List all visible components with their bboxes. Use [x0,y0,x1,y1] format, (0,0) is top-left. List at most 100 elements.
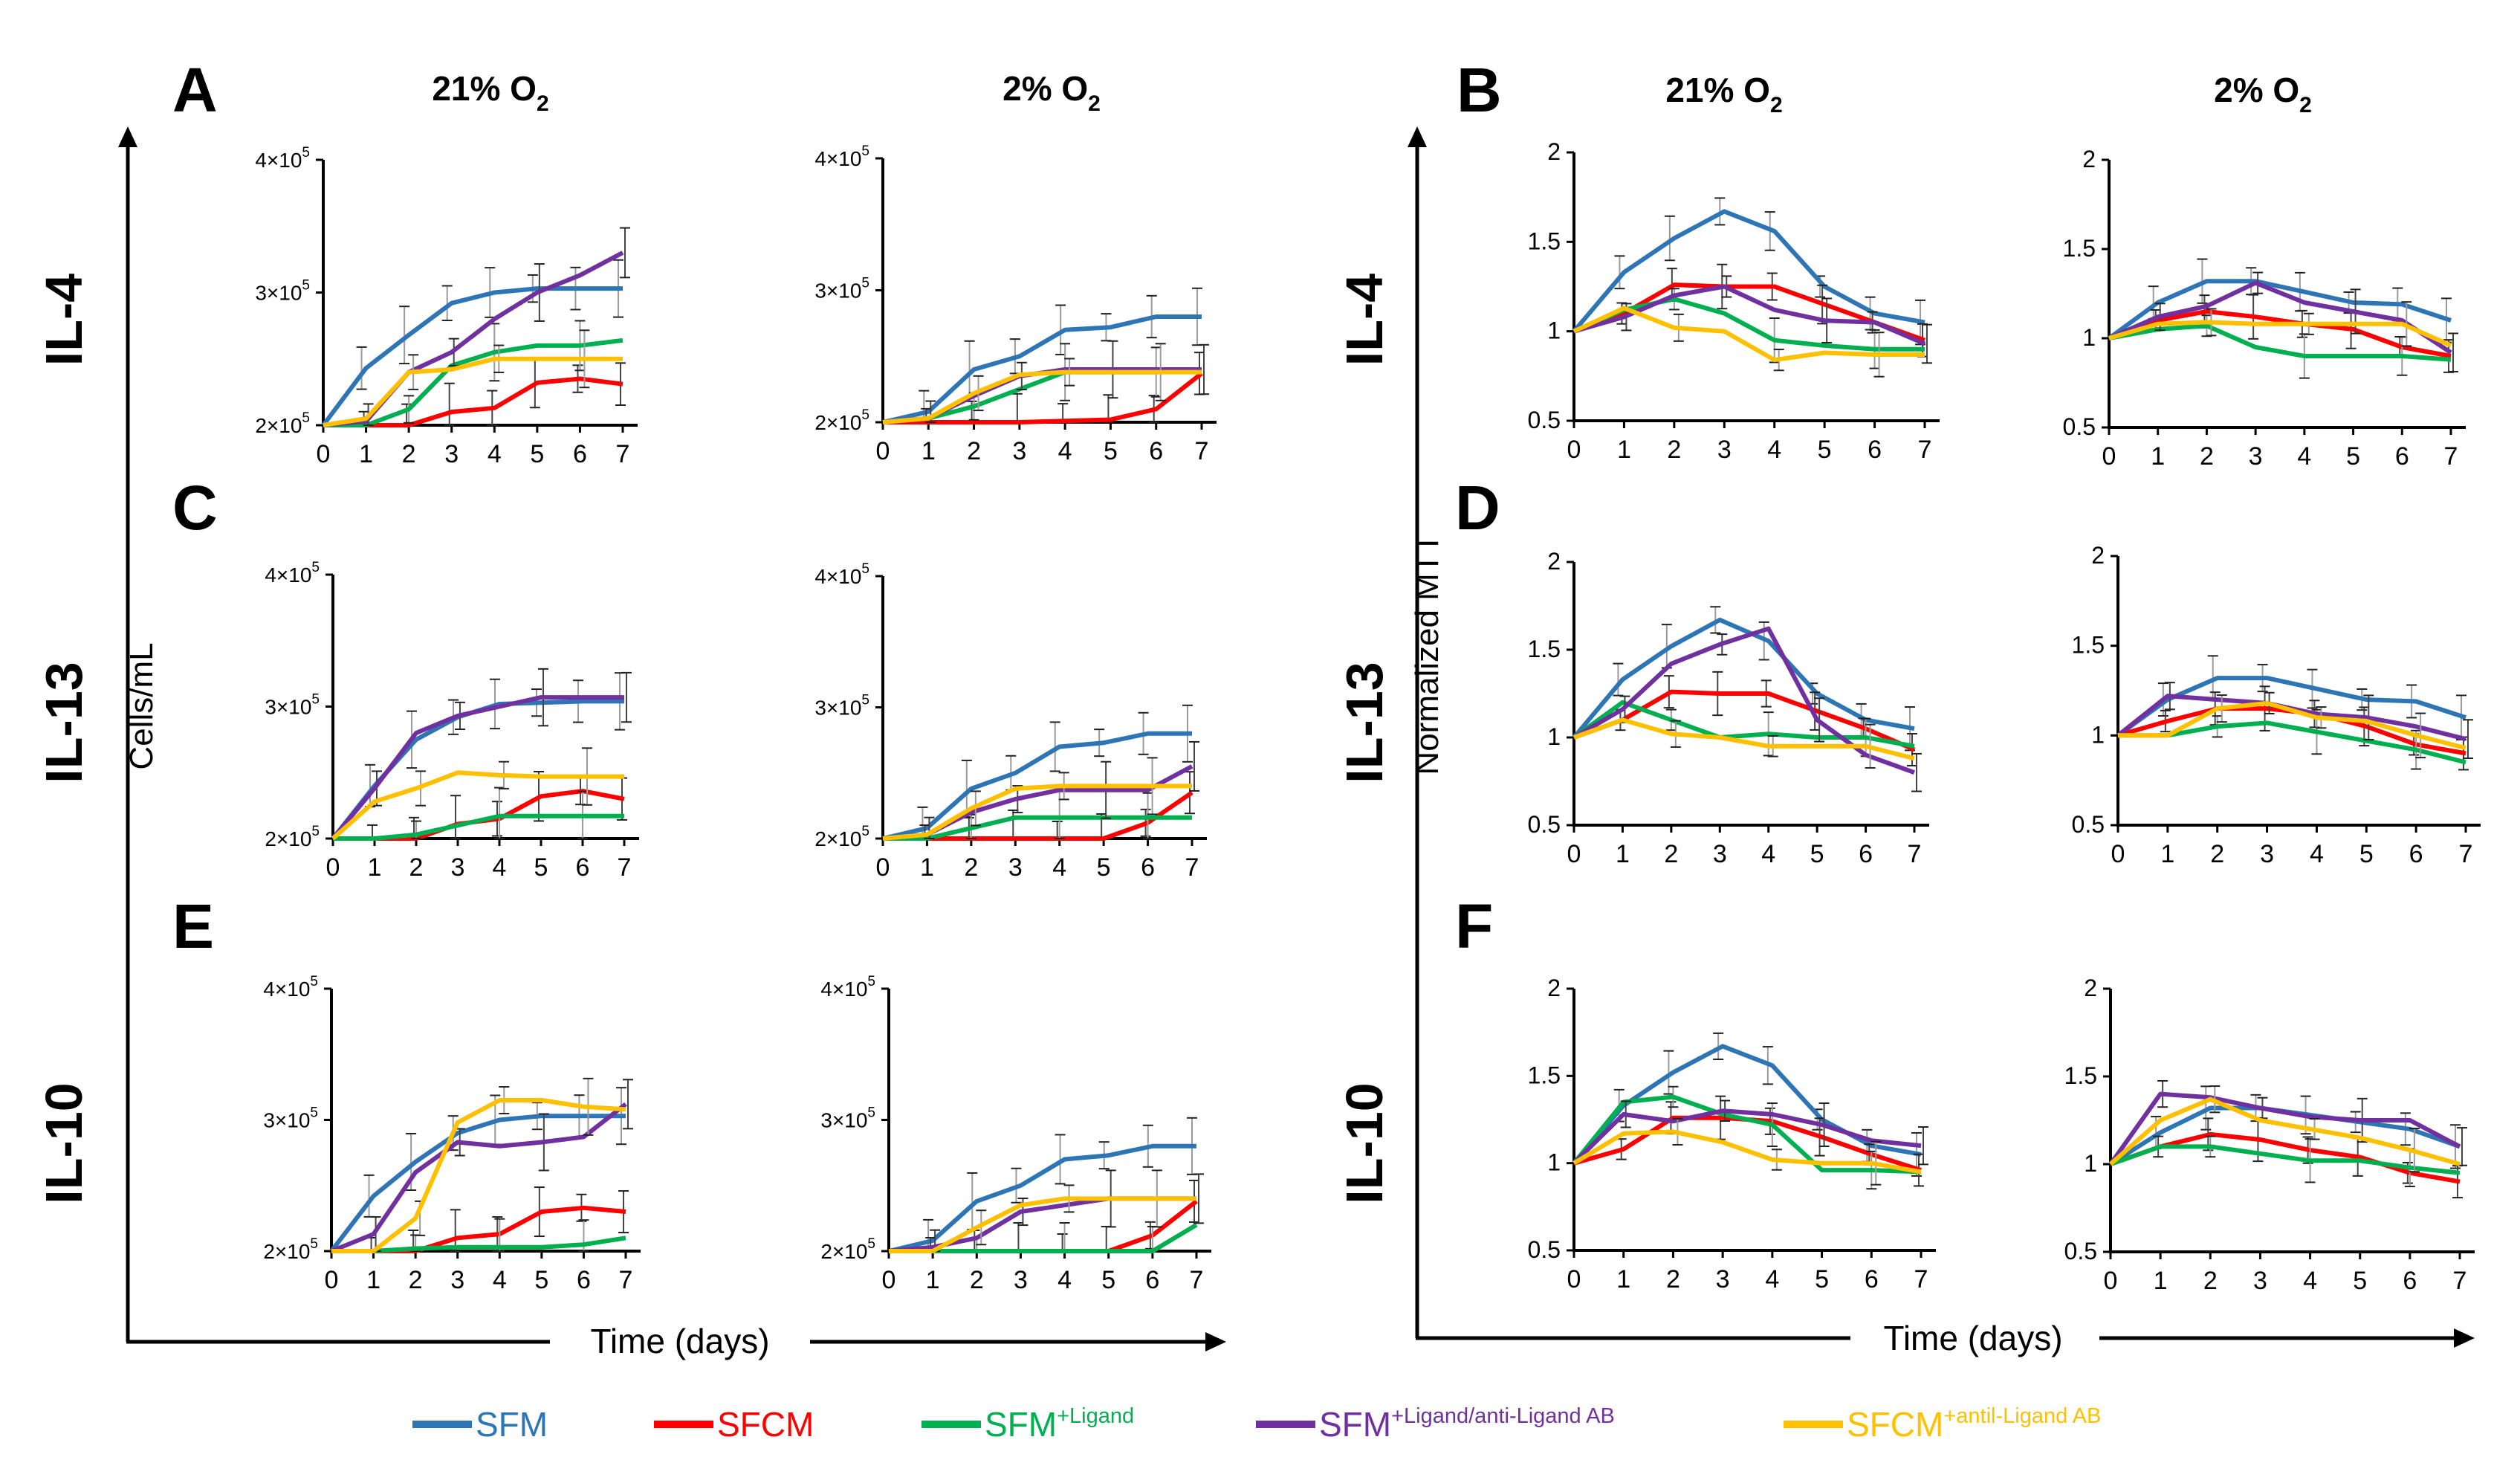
x-tick-label: 1 [2160,840,2174,868]
x-tick-label: 5 [2353,1267,2367,1295]
series-sfm-ligand-anti-ligand-ab [2108,1079,2467,1166]
y-tick-label: 2×105 [255,410,310,437]
y-tick-label: 3×105 [263,1105,318,1132]
y-tick-label: 1.5 [2064,1062,2097,1089]
series-sfm-ligand-anti-ligand-ab [330,1079,633,1253]
x-tick-label: 5 [534,1266,548,1294]
legend-item-sfm-ligand: SFM+Ligand [921,1404,1134,1444]
x-tick-label: 3 [444,440,459,468]
y-tick-label: 3×105 [255,278,310,305]
row-label-il-13: IL-13 [35,662,93,783]
y-tick-label: 0.5 [2072,811,2105,838]
y-tick-label: 1.5 [1528,1062,1561,1088]
y-tick-label: 1 [2091,721,2105,748]
x-tick-label: 0 [876,437,890,465]
x-axis-label-left: Time (days) [590,1322,769,1360]
series-sfcm-antil-ligand-ab [331,747,624,841]
y-tick-label: 1 [1547,1149,1561,1176]
x-tick-label: 5 [2346,442,2360,471]
x-tick-label: 7 [619,1266,633,1294]
x-tick-label: 6 [1141,853,1155,882]
y-tick-label: 2×105 [814,407,869,434]
y-tick-label: 1 [1547,317,1561,344]
series-sfm [1572,606,1915,752]
x-tick-label: 4 [1052,853,1066,882]
x-tick-label: 3 [2253,1267,2267,1295]
row-label-il-4: IL-4 [1335,274,1393,366]
series-sfcm-antil-ligand-ab [323,329,623,427]
line-sfcm-antil-ligand-ab [1572,306,1925,363]
x-tick-label: 5 [1815,1265,1829,1293]
series-sfcm-antil-ligand-ab [882,757,1192,841]
y-tick-label: 4×105 [820,974,875,1001]
row-label-il-13: IL-13 [1335,662,1393,783]
series-sfm-ligand-anti-ligand-ab [323,227,630,427]
x-tick-label: 2 [409,853,424,882]
x-tick-label: 6 [2403,1267,2417,1295]
chart-panel-f-2-o2: 0.5 1 1.5 2 0 1 2 3 4 5 6 7 [2064,975,2475,1295]
x-tick-label: 2 [1667,436,1681,464]
x-tick-label: 3 [2260,840,2274,868]
x-tick-label: 4 [2303,1267,2317,1295]
x-tick-label: 7 [1918,436,1932,464]
line-sfcm [883,371,1203,424]
line-sfm-ligand-anti-ligand-ab [330,1102,627,1253]
series-sfcm-antil-ligand-ab [2108,301,2452,348]
y-tick-label: 2 [1547,975,1561,1001]
x-tick-label: 2 [967,437,981,465]
line-sfm-ligand-anti-ligand-ab [2108,280,2452,355]
x-tick-label: 7 [2444,442,2458,471]
line-sfm-ligand [2118,720,2466,765]
line-sfcm-antil-ligand-ab [889,1196,1196,1253]
x-tick-label: 6 [1859,840,1873,868]
column-header-hypoxia: 2% O2 [1003,69,1101,116]
y-axis-label-right: Normalized MTT [1409,533,1445,775]
column-header-hypoxia: 2% O2 [2214,71,2312,117]
x-axis-label-right: Time (days) [1883,1319,2062,1357]
legend-label: SFM [476,1405,548,1444]
line-sfcm-antil-ligand-ab [2118,700,2466,751]
line-sfm [1572,209,1925,333]
y-tick-label: 0.5 [2064,1238,2097,1264]
series-sfcm-antil-ligand-ab [2118,694,2466,759]
x-tick-label: 6 [2395,442,2409,471]
series-sfm-ligand [333,786,624,841]
series-sfm [321,259,623,427]
chart-panel-e-21-o2: 2×105 3×105 4×105 0 1 2 3 4 5 6 7 [263,974,641,1294]
x-tick-label: 0 [1567,436,1581,464]
chart-panel-a-2-o2: 2×105 3×105 4×105 0 1 2 3 4 5 6 7 [814,143,1217,465]
x-tick-label: 2 [2203,1267,2218,1295]
x-tick-label: 1 [926,1266,940,1294]
x-tick-label: 7 [2459,840,2473,868]
chart-panel-e-2-o2: 2×105 3×105 4×105 0 1 2 3 4 5 6 7 [820,974,1211,1294]
x-tick-label: 7 [1914,1265,1928,1293]
y-tick-label: 2 [1547,548,1561,575]
x-tick-label: 6 [1865,1265,1879,1293]
y-tick-label: 2 [2082,146,2096,172]
x-tick-label: 2 [2210,840,2224,868]
line-sfm-ligand-anti-ligand-ab [2108,1091,2461,1166]
y-tick-label: 4×105 [265,560,320,587]
panel-letter-b: B [1457,55,1502,125]
x-tick-label: 0 [2104,1267,2118,1295]
line-sfm [2108,279,2452,340]
chart-panel-b-2-o2: 0.5 1 1.5 2 0 1 2 3 4 5 6 7 [2063,146,2466,471]
x-tick-label: 4 [1761,840,1775,868]
y-tick-label: 1 [2084,1150,2097,1177]
legend-item-sfcm: SFCM [654,1405,814,1444]
x-tick-label: 1 [1616,1265,1630,1293]
x-tick-label: 3 [1716,1265,1730,1293]
line-sfcm-antil-ligand-ab [331,1098,626,1253]
line-sfm-ligand-anti-ligand-ab [331,695,624,840]
x-tick-label: 2 [409,1266,423,1294]
x-tick-label: 4 [2297,442,2311,471]
x-tick-label: 1 [921,437,936,465]
x-tick-label: 2 [2200,442,2214,471]
y-tick-label: 1 [1547,723,1561,750]
x-tick-label: 0 [1567,1265,1581,1293]
series-sfcm-antil-ligand-ab [1572,717,1915,769]
panel-letter-f: F [1455,891,1493,961]
x-tick-label: 4 [1057,1266,1072,1294]
x-tick-label: 4 [1767,436,1781,464]
